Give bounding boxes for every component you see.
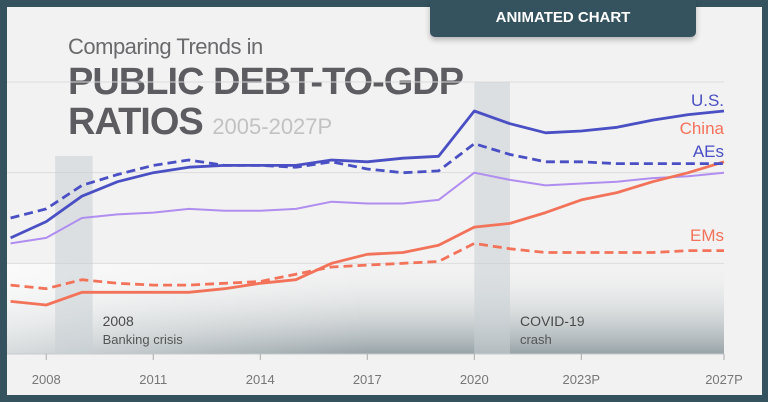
annotation-title: COVID-19 xyxy=(520,313,585,329)
x-tick-label: 2023P xyxy=(563,372,601,387)
x-tick-label: 2020 xyxy=(460,372,489,387)
x-tick-label: 2011 xyxy=(139,372,167,387)
series-label: China xyxy=(680,119,725,138)
chart-title-line3: RATIOS 2005-2027P xyxy=(68,102,332,147)
series-line-aes xyxy=(10,142,724,220)
series-line-china xyxy=(10,160,725,307)
series-line-unlabeled xyxy=(10,171,725,245)
chart-subtitle: 2005-2027P xyxy=(212,114,333,139)
annotation-subtitle: Banking crisis xyxy=(103,332,184,347)
crisis-band xyxy=(474,82,510,354)
series-line-ems xyxy=(10,241,724,291)
bottom-gradient-highlight xyxy=(7,263,724,354)
x-tick-label: 2008 xyxy=(32,372,61,387)
crisis-band xyxy=(55,156,93,354)
annotation-subtitle: crash xyxy=(520,332,552,347)
chart-title-ratios: RATIOS xyxy=(68,101,204,143)
chart-title-line1: Comparing Trends in xyxy=(68,34,263,59)
series-label: AEs xyxy=(693,142,724,161)
x-tick-label: 2014 xyxy=(246,372,275,387)
series-label: EMs xyxy=(690,226,724,245)
annotation-title: 2008 xyxy=(103,313,134,329)
x-tick-label: 2017 xyxy=(353,372,382,387)
series-label: U.S. xyxy=(691,91,724,110)
animated-chart-badge: ANIMATED CHART xyxy=(430,0,696,37)
x-tick-label: 2027P xyxy=(705,372,743,387)
series-line-us xyxy=(10,109,725,240)
